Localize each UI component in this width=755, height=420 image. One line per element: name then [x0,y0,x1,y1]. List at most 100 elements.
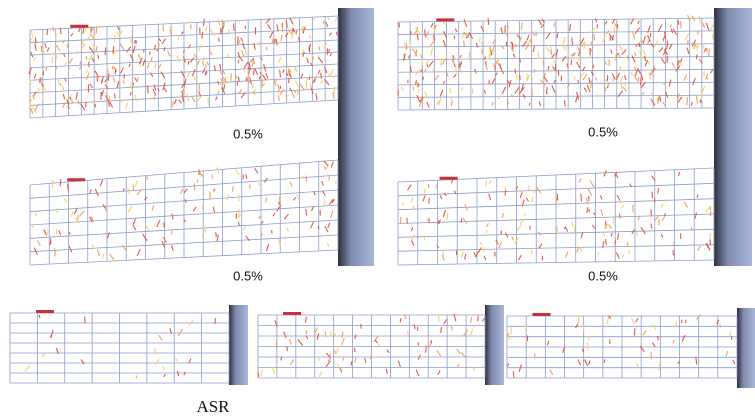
crack [273,213,275,216]
crack [351,361,352,365]
crack [475,69,477,74]
crack [89,62,90,67]
crack [520,220,523,224]
crack [585,360,588,366]
crack [306,209,307,215]
crack [442,255,444,261]
panel-label: 0.5% [233,268,263,283]
crack [571,60,572,65]
crack [440,195,442,199]
crack [605,21,607,24]
crack [421,55,422,59]
crack [554,22,556,26]
crack [292,92,295,98]
crack [414,324,415,329]
crack [40,78,41,83]
crack [177,371,178,376]
figure: 0.5% 0.5% 0.5% 0.5% ASR [0,0,755,420]
crack [412,241,414,246]
crack [194,183,195,189]
crack [464,41,465,47]
crack [202,234,203,237]
crack [632,56,635,63]
crack [330,53,331,56]
crack [409,55,410,59]
crack [431,23,433,27]
crack [238,77,239,81]
crack [342,338,345,345]
crack [95,104,96,108]
crack [730,331,731,336]
crack [387,350,389,353]
crack [473,368,475,371]
crack [411,31,412,34]
crack [527,35,529,41]
crack [224,84,225,90]
crack [133,46,135,53]
crack [658,363,659,371]
crack [435,75,439,80]
crack [296,81,299,87]
crack [416,49,417,55]
crack [128,189,129,194]
crack [613,78,614,82]
crack [672,62,675,67]
crack [74,209,77,214]
crack [484,256,486,260]
crack [164,47,165,51]
crack [401,87,403,91]
crack [168,50,170,56]
crack [661,58,664,63]
crack [456,67,457,74]
crack [634,75,637,80]
crack [317,333,318,339]
crack [182,95,183,102]
panel-label: 0.5% [588,124,618,139]
crack [246,174,247,178]
crack [489,180,492,183]
crack [135,95,137,101]
crack [375,340,378,343]
crack [120,44,124,50]
crack [105,79,107,82]
crack [673,29,677,35]
crack [231,73,232,81]
crack [386,369,387,374]
crack [635,52,637,56]
crack [489,194,491,200]
crack [154,85,155,91]
crack [361,324,362,329]
crack [135,41,136,44]
crack [618,54,620,57]
crack [461,87,462,91]
crack [216,232,217,237]
crack [429,61,433,66]
panel-label: 0.5% [588,268,618,283]
crack [424,189,426,195]
crack [444,193,446,196]
crack [217,91,219,94]
crack [566,228,568,232]
wall [229,305,248,385]
crack [227,54,229,57]
crack [290,88,292,92]
crack [638,77,639,82]
crack [81,359,84,364]
crack [519,364,521,371]
crack [238,222,239,226]
crack [266,73,268,78]
crack [92,58,94,62]
crack [622,255,624,258]
crack [164,374,166,377]
crack [526,198,528,202]
crack [319,371,321,376]
crack [88,34,91,40]
crack [650,33,651,37]
crack [572,222,574,227]
crack [354,348,355,352]
crack [159,335,162,340]
crack [636,363,638,367]
crack [702,23,704,28]
crack [25,366,30,372]
crack [143,60,145,66]
